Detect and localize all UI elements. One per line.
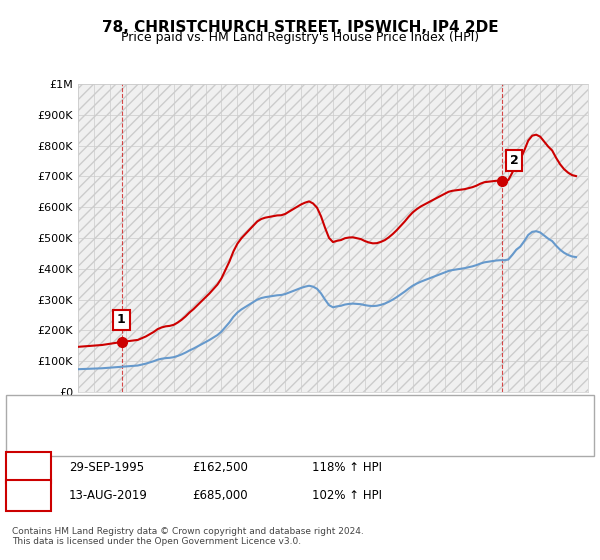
Text: £162,500: £162,500 <box>192 461 248 474</box>
Text: 1: 1 <box>117 314 126 326</box>
Text: —: — <box>30 427 49 446</box>
Text: 2: 2 <box>510 154 518 167</box>
Text: 78, CHRISTCHURCH STREET, IPSWICH, IP4 2DE: 78, CHRISTCHURCH STREET, IPSWICH, IP4 2D… <box>101 20 499 35</box>
Text: 78, CHRISTCHURCH STREET, IPSWICH, IP4 2DE (detached house): 78, CHRISTCHURCH STREET, IPSWICH, IP4 2D… <box>60 410 397 421</box>
Text: 2: 2 <box>24 489 32 502</box>
Text: 118% ↑ HPI: 118% ↑ HPI <box>312 461 382 474</box>
Text: Price paid vs. HM Land Registry's House Price Index (HPI): Price paid vs. HM Land Registry's House … <box>121 31 479 44</box>
Text: £685,000: £685,000 <box>192 489 248 502</box>
Text: —: — <box>30 405 49 424</box>
Text: 13-AUG-2019: 13-AUG-2019 <box>69 489 148 502</box>
Text: 102% ↑ HPI: 102% ↑ HPI <box>312 489 382 502</box>
Text: 1: 1 <box>24 461 32 474</box>
Text: HPI: Average price, detached house, Ipswich: HPI: Average price, detached house, Ipsw… <box>60 433 292 443</box>
Text: Contains HM Land Registry data © Crown copyright and database right 2024.
This d: Contains HM Land Registry data © Crown c… <box>12 526 364 546</box>
Text: 29-SEP-1995: 29-SEP-1995 <box>69 461 144 474</box>
